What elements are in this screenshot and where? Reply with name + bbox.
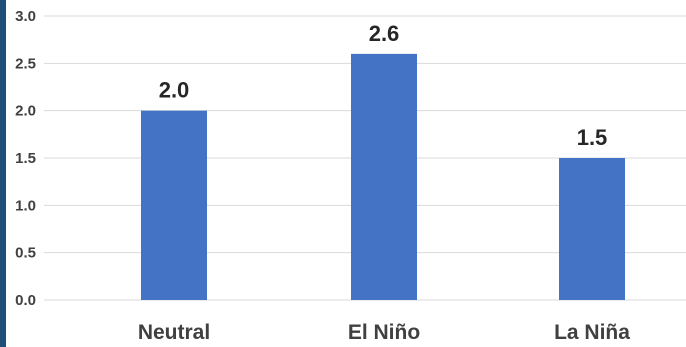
bar-0: [141, 110, 207, 301]
y-tick-label: 2.5: [15, 55, 36, 72]
category-label-1: El Niño: [348, 321, 420, 344]
category-label-0: Neutral: [138, 321, 210, 344]
bar-1: [351, 53, 417, 300]
y-tick-label: 0.5: [15, 245, 36, 262]
y-tick-label: 1.5: [15, 150, 36, 167]
y-tick-label: 3.0: [15, 8, 36, 25]
data-label-1: 2.6: [369, 21, 400, 46]
data-label-0: 2.0: [159, 78, 190, 103]
bar-2: [559, 158, 625, 300]
y-tick-label: 1.0: [15, 197, 36, 214]
y-axis-ticks: 0.0 0.5 1.0 1.5 2.0 2.5 3.0: [15, 8, 36, 309]
category-label-2: La Niña: [554, 321, 630, 344]
data-labels: 2.0 2.6 1.5: [159, 21, 608, 150]
y-tick-label: 2.0: [15, 103, 36, 120]
data-label-2: 1.5: [577, 125, 608, 150]
x-axis-categories: Neutral El Niño La Niña: [138, 321, 630, 344]
left-edge-accent: [0, 0, 6, 347]
y-tick-label: 0.0: [15, 292, 36, 309]
bars: [141, 53, 625, 301]
